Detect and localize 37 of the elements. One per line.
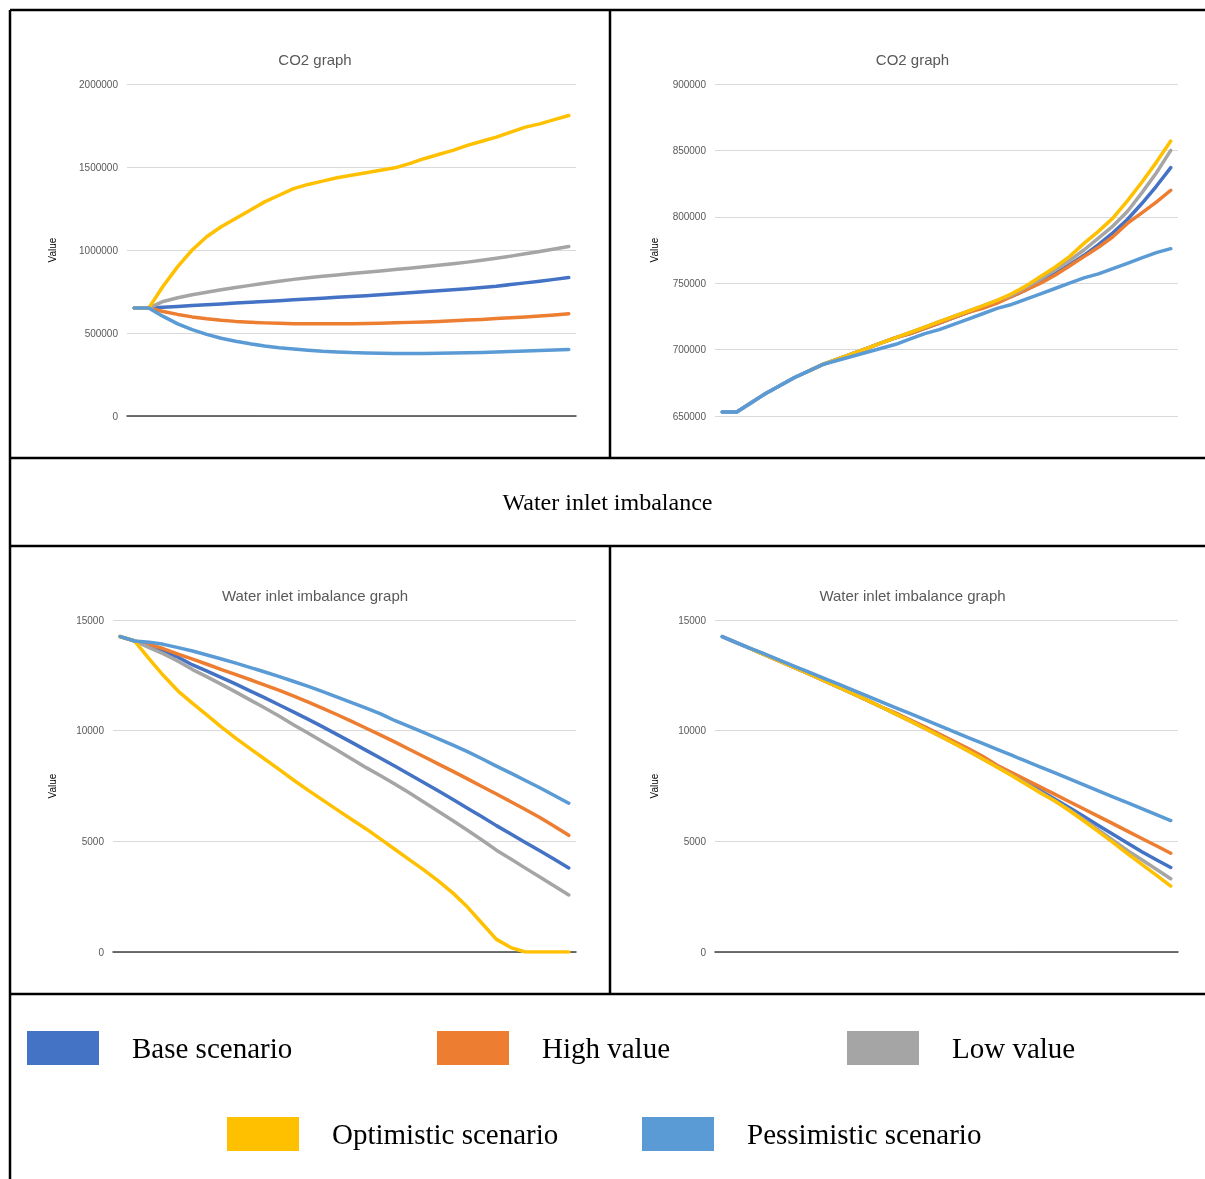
legend-label: Base scenario <box>132 1032 293 1064</box>
y-tick-label: 0 <box>700 946 707 958</box>
legend-label: High value <box>542 1032 671 1064</box>
legend-label: Low value <box>952 1032 1076 1064</box>
y-axis-title: Value <box>46 773 58 799</box>
y-tick-label: 850000 <box>672 144 707 156</box>
y-tick-label: 0 <box>98 946 105 958</box>
y-tick-label: 800000 <box>672 211 707 223</box>
line-series <box>118 634 571 806</box>
line-series <box>132 306 571 356</box>
y-tick-label: 1000000 <box>79 244 119 256</box>
y-tick-label: 1500000 <box>79 161 119 173</box>
y-axis-title: Value <box>46 237 58 263</box>
chart-title: Water inlet imbalance graph <box>819 587 1006 604</box>
chart-title: CO2 graph <box>278 51 352 68</box>
y-tick-label: 650000 <box>672 410 707 422</box>
line-series <box>720 246 1173 414</box>
y-tick-label: 900000 <box>672 78 707 90</box>
y-axis-title: Value <box>648 237 660 263</box>
y-tick-label: 10000 <box>678 725 707 737</box>
text: Water inlet imbalance <box>502 489 713 515</box>
y-tick-label: 700000 <box>672 344 707 356</box>
y-tick-label: 2000000 <box>79 78 119 90</box>
y-tick-label: 750000 <box>672 277 707 289</box>
chart-title: CO2 graph <box>875 51 950 68</box>
y-tick-label: 5000 <box>683 835 707 847</box>
y-tick-label: 15000 <box>678 614 707 626</box>
y-axis-title: Value <box>648 773 660 799</box>
line-series <box>720 634 1173 823</box>
chart-title: Water inlet imbalance graph <box>221 587 409 604</box>
y-tick-label: 10000 <box>76 725 105 737</box>
y-tick-label: 0 <box>112 410 119 422</box>
legend-label: Pessimistic scenario <box>747 1118 982 1150</box>
y-tick-label: 500000 <box>84 327 119 339</box>
y-tick-label: 5000 <box>81 835 105 847</box>
y-tick-label: 15000 <box>76 614 105 626</box>
legend-label: Optimistic scenario <box>332 1118 559 1150</box>
